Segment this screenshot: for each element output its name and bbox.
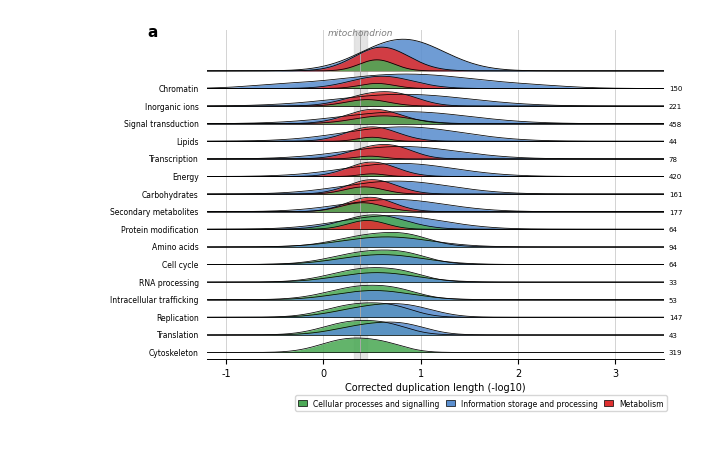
Text: Protein modification: Protein modification [122,225,199,234]
Text: 177: 177 [669,209,683,215]
Text: 161: 161 [669,192,683,198]
Text: Energy: Energy [172,173,199,181]
Text: Cell cycle: Cell cycle [163,260,199,269]
Bar [354,31,367,359]
Text: Amino acids: Amino acids [152,243,199,252]
Text: 64: 64 [669,262,678,268]
X-axis label: Corrected duplication length (-log10): Corrected duplication length (-log10) [345,382,526,393]
Text: Carbohydrates: Carbohydrates [142,190,199,199]
Text: 64: 64 [669,227,678,233]
Text: 221: 221 [669,104,682,110]
Text: 33: 33 [669,280,678,286]
Text: mitochondrion: mitochondrion [328,29,393,38]
Text: Translation: Translation [156,331,199,340]
Text: 44: 44 [669,139,678,145]
Text: Intracellular trafficking: Intracellular trafficking [110,295,199,305]
Text: Inorganic ions: Inorganic ions [145,102,199,111]
Text: Transcription: Transcription [149,155,199,164]
Legend: Cellular processes and signalling, Information storage and processing, Metabolis: Cellular processes and signalling, Infor… [295,395,667,411]
Text: Chromatin: Chromatin [158,85,199,94]
Text: RNA processing: RNA processing [139,278,199,287]
Text: 43: 43 [669,332,678,338]
Text: 78: 78 [669,156,678,163]
Text: Lipids: Lipids [176,138,199,146]
Text: a: a [147,25,158,40]
Text: 147: 147 [669,314,683,320]
Text: 94: 94 [669,244,678,250]
Text: Secondary metabolites: Secondary metabolites [110,208,199,217]
Text: 150: 150 [669,86,683,92]
Text: 458: 458 [669,121,682,127]
Text: 420: 420 [669,174,682,180]
Text: 53: 53 [669,297,678,303]
Text: 319: 319 [669,350,683,356]
Text: Replication: Replication [156,313,199,322]
Text: Cytoskeleton: Cytoskeleton [149,348,199,357]
Text: Signal transduction: Signal transduction [124,120,199,129]
